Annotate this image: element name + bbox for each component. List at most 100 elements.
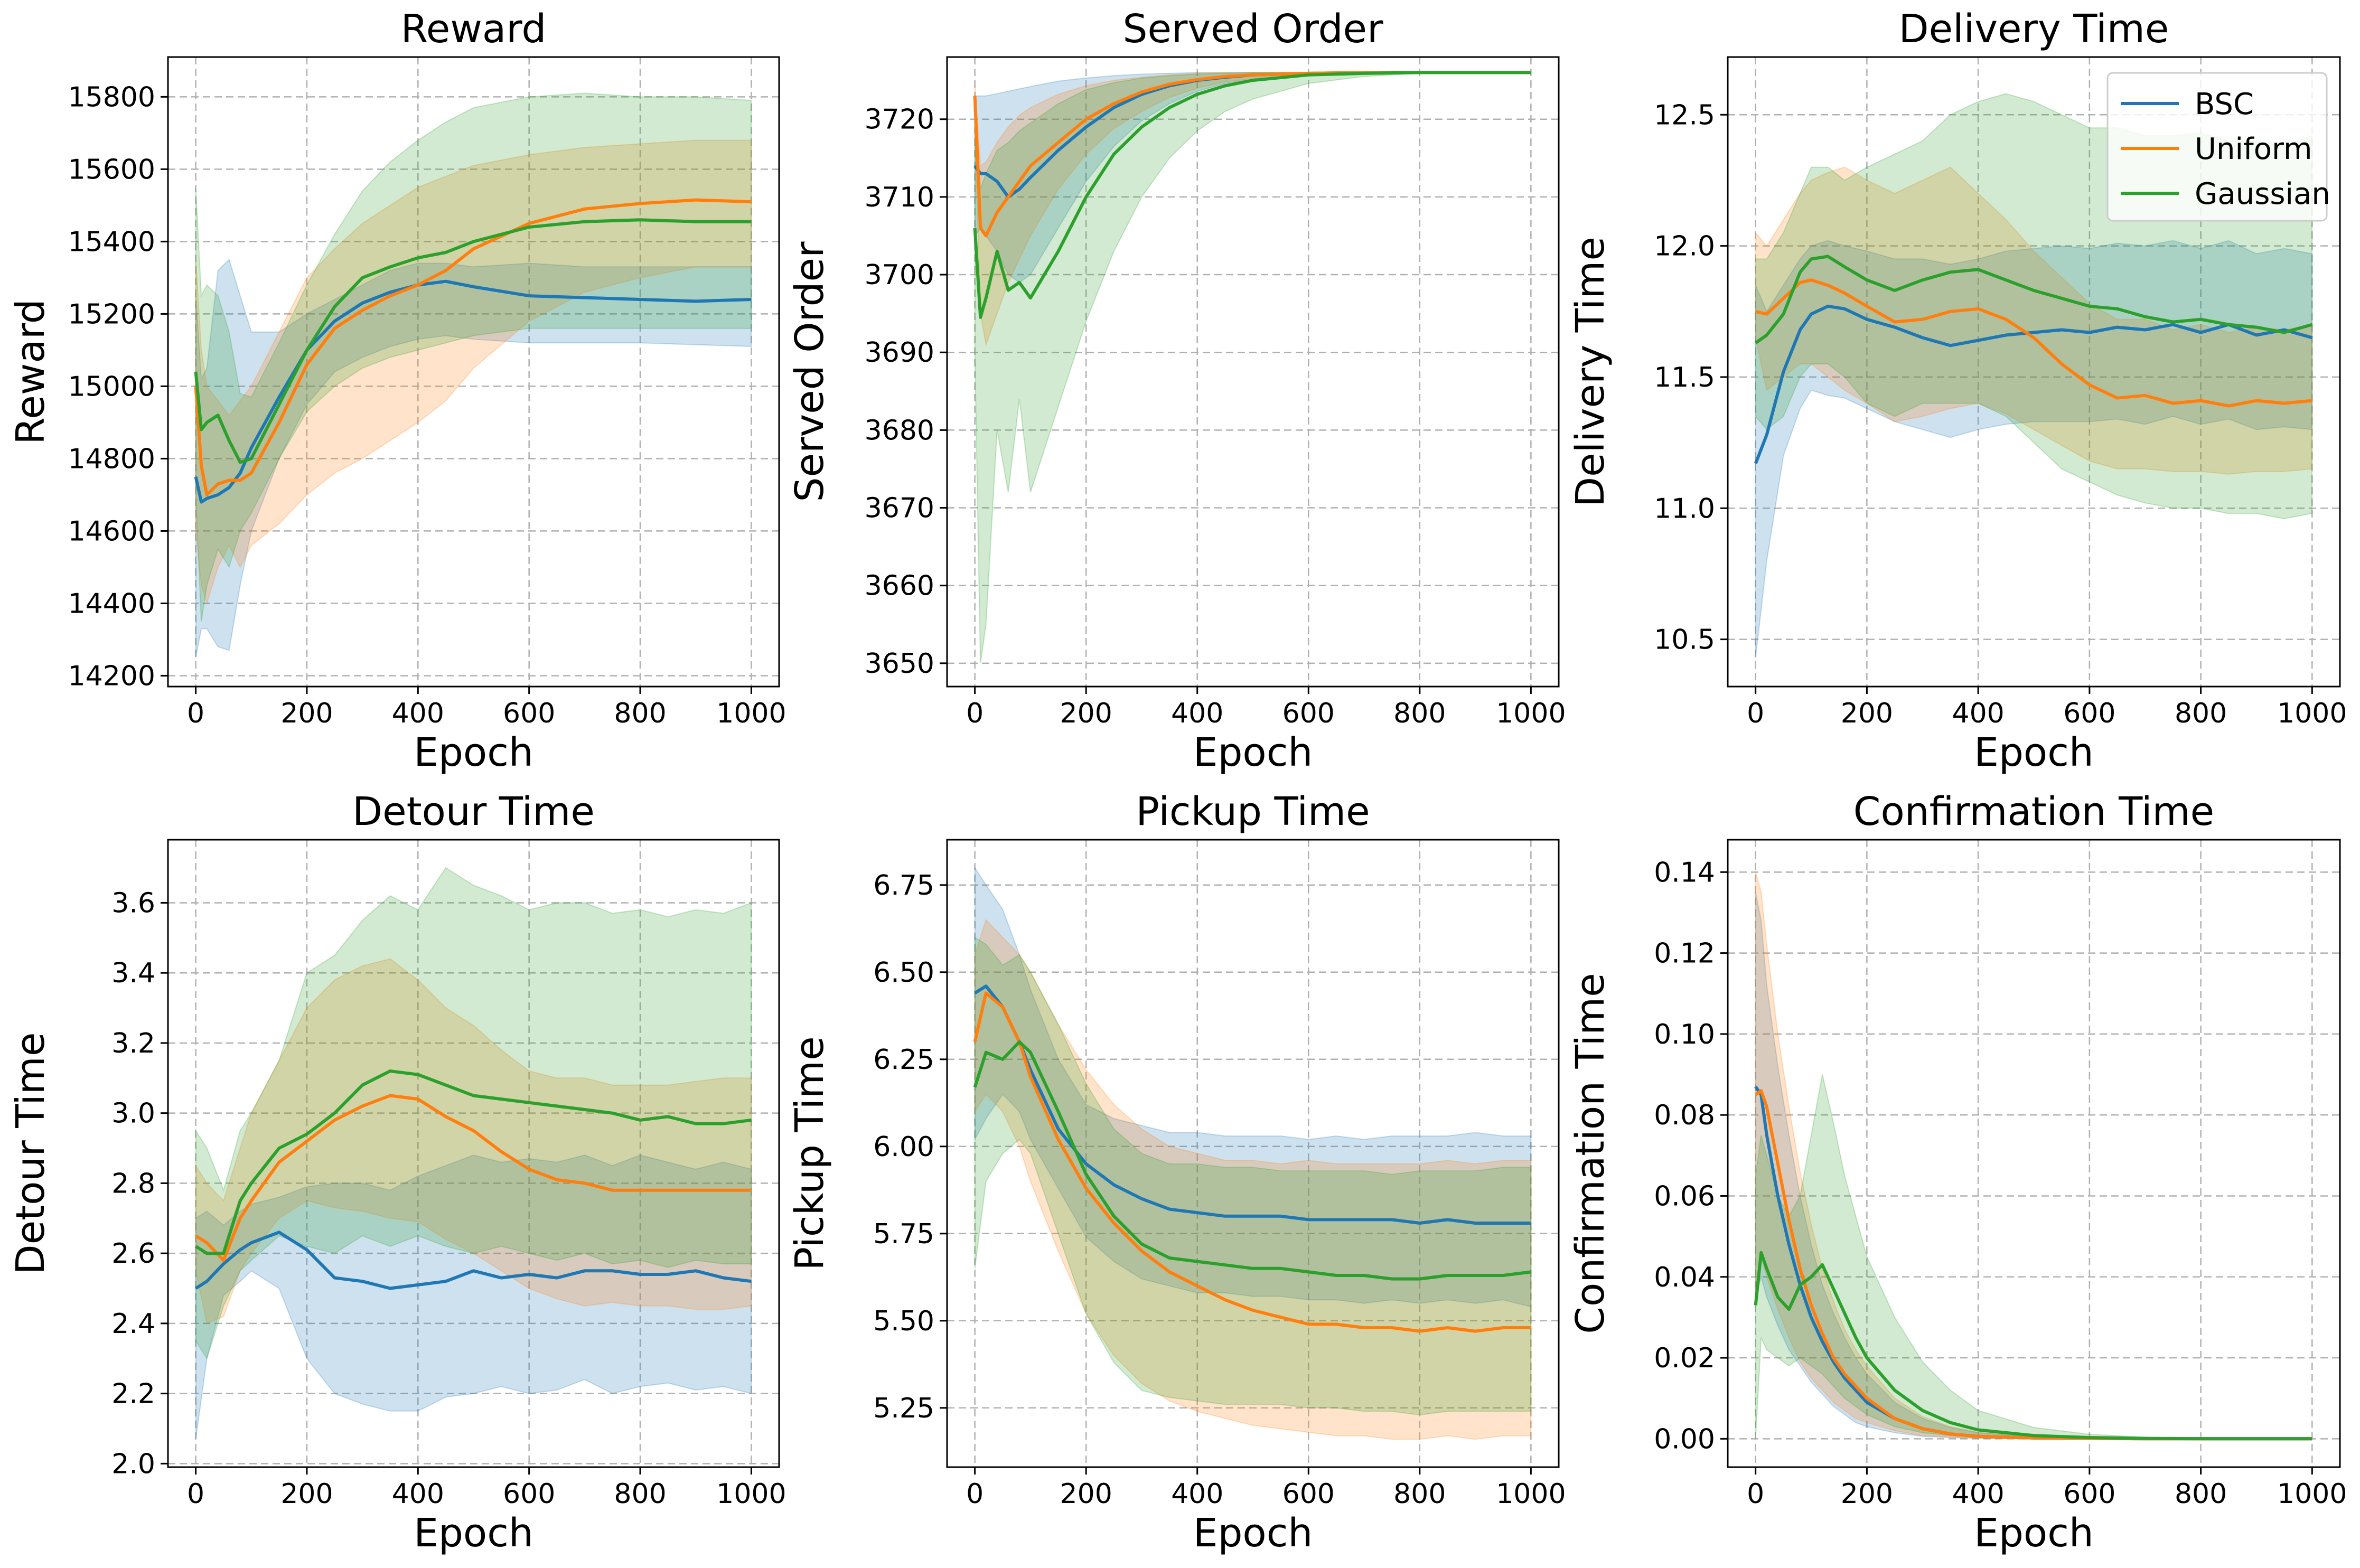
x-tick-label: 0 bbox=[1747, 1478, 1764, 1510]
y-tick-label: 0.06 bbox=[1654, 1180, 1715, 1212]
band-gaussian bbox=[195, 867, 752, 1360]
x-axis-label: Epoch bbox=[1193, 1510, 1313, 1556]
x-tick-label: 1000 bbox=[716, 1478, 786, 1510]
y-tick-label: 3710 bbox=[865, 182, 934, 213]
y-tick-label: 0.02 bbox=[1654, 1342, 1715, 1374]
axes-frame bbox=[946, 839, 1560, 1468]
band-bsc bbox=[974, 866, 1532, 1308]
axes-frame bbox=[946, 56, 1560, 688]
x-tick-label: 200 bbox=[1060, 1478, 1112, 1510]
y-tick-label: 6.25 bbox=[873, 1044, 934, 1076]
x-tick-label: 400 bbox=[1171, 698, 1223, 729]
y-tick-label: 3650 bbox=[865, 648, 934, 680]
x-axis-label: Epoch bbox=[1974, 730, 2094, 775]
y-tick-label: 3700 bbox=[865, 259, 934, 291]
y-tick-label: 3680 bbox=[865, 415, 934, 446]
x-tick-label: 800 bbox=[614, 1478, 666, 1510]
axes-frame bbox=[167, 839, 780, 1468]
x-tick-label: 200 bbox=[280, 698, 333, 729]
x-tick-label: 400 bbox=[1952, 698, 2005, 729]
band-gaussian bbox=[195, 92, 752, 622]
line-bsc bbox=[194, 1231, 752, 1290]
x-tick-label: 600 bbox=[2063, 698, 2115, 729]
line-uniform bbox=[194, 198, 752, 496]
y-tick-label: 2.6 bbox=[111, 1238, 155, 1270]
x-tick-label: 400 bbox=[1952, 1478, 2005, 1510]
x-tick-label: 1000 bbox=[1496, 698, 1566, 729]
legend: BSC Uniform Gaussian bbox=[2106, 72, 2330, 222]
x-tick-label: 1000 bbox=[716, 698, 786, 729]
subplot-title: Confirmation Time bbox=[1853, 789, 2214, 834]
band-gaussian bbox=[974, 72, 1531, 664]
x-tick-label: 1000 bbox=[1496, 1478, 1566, 1510]
y-tick-label: 0.00 bbox=[1654, 1423, 1715, 1455]
x-tick-label: 200 bbox=[1060, 698, 1112, 729]
y-tick-label: 2.4 bbox=[111, 1308, 155, 1340]
y-axis-label: Served Order bbox=[787, 241, 832, 502]
y-axis-label: Detour Time bbox=[8, 1032, 53, 1275]
line-uniform bbox=[973, 991, 1531, 1333]
x-tick-label: 800 bbox=[1393, 698, 1446, 729]
line-bsc bbox=[194, 279, 752, 504]
x-tick-label: 600 bbox=[2063, 1478, 2115, 1510]
y-tick-label: 3670 bbox=[865, 493, 934, 524]
y-tick-label: 2.2 bbox=[111, 1378, 155, 1410]
y-tick-label: 3720 bbox=[865, 104, 934, 136]
subplot-reward: 0 200 400 600 800 1000 14200 14400 14600 14800 150… bbox=[8, 6, 786, 775]
x-tick-label: 0 bbox=[966, 1478, 984, 1510]
y-axis-label: Delivery Time bbox=[1568, 237, 1613, 507]
x-axis-label: Epoch bbox=[1193, 730, 1313, 775]
y-tick-label: 14200 bbox=[68, 660, 155, 692]
y-tick-label: 15200 bbox=[68, 298, 155, 330]
x-axis-label: Epoch bbox=[414, 730, 533, 775]
band-gaussian bbox=[974, 936, 1532, 1416]
y-tick-label: 2.0 bbox=[111, 1448, 155, 1480]
y-tick-label: 0.08 bbox=[1654, 1100, 1715, 1131]
x-tick-label: 200 bbox=[280, 1478, 333, 1510]
x-tick-label: 0 bbox=[1747, 698, 1764, 729]
subplot-confirmation-time: 0 200 400 600 800 1000 0.00 0.02 0.04 0.06 0.08 0.1… bbox=[1568, 789, 2347, 1556]
x-tick-label: 600 bbox=[1282, 698, 1335, 729]
y-tick-label: 3690 bbox=[865, 337, 934, 369]
x-tick-label: 1000 bbox=[2277, 1478, 2347, 1510]
y-tick-label: 15800 bbox=[68, 81, 155, 113]
x-tick-label: 400 bbox=[1171, 1478, 1223, 1510]
x-axis-label: Epoch bbox=[1974, 1510, 2094, 1556]
x-tick-label: 600 bbox=[1282, 1478, 1335, 1510]
subplot-pickup-time: 0 200 400 600 800 1000 5.25 5.50 5.75 6.00 6.25 6.5… bbox=[787, 789, 1566, 1556]
subplot-served-order: 0 200 400 600 800 1000 3650 3660 3670 3680 3690 370… bbox=[787, 6, 1566, 775]
axes-frame bbox=[167, 56, 780, 688]
y-tick-label: 3660 bbox=[865, 570, 934, 602]
band-bsc bbox=[195, 258, 752, 658]
line-uniform bbox=[1755, 278, 2312, 408]
y-tick-label: 2.8 bbox=[111, 1168, 155, 1199]
y-tick-label: 0.10 bbox=[1654, 1019, 1715, 1050]
y-tick-label: 14400 bbox=[68, 588, 155, 619]
line-gaussian bbox=[1754, 1251, 2312, 1441]
x-tick-label: 200 bbox=[1841, 1478, 1893, 1510]
x-tick-label: 0 bbox=[966, 698, 984, 729]
y-tick-label: 12.5 bbox=[1654, 99, 1715, 131]
y-tick-label: 6.75 bbox=[873, 870, 934, 902]
y-axis-label: Confirmation Time bbox=[1568, 973, 1613, 1334]
x-tick-label: 0 bbox=[187, 1478, 204, 1510]
line-gaussian bbox=[973, 71, 1531, 319]
x-tick-label: 400 bbox=[392, 1478, 444, 1510]
y-tick-label: 3.6 bbox=[111, 887, 155, 919]
axes-frame bbox=[1727, 56, 2341, 688]
y-tick-label: 3.0 bbox=[111, 1098, 155, 1130]
y-tick-label: 12.0 bbox=[1654, 231, 1715, 262]
line-uniform bbox=[195, 1094, 752, 1262]
y-tick-label: 0.14 bbox=[1654, 857, 1715, 888]
subplot-title: Served Order bbox=[1122, 6, 1383, 52]
band-uniform bbox=[195, 139, 752, 605]
x-tick-label: 800 bbox=[614, 698, 666, 729]
x-tick-label: 0 bbox=[187, 698, 204, 729]
y-tick-label: 0.04 bbox=[1654, 1262, 1715, 1293]
subplot-title: Pickup Time bbox=[1136, 789, 1370, 834]
subplot-delivery-time: 0 200 400 600 800 1000 10.5 11.0 11.5 12.0 12.5 Del… bbox=[1568, 6, 2347, 775]
line-gaussian bbox=[194, 1069, 752, 1255]
y-tick-label: 10.5 bbox=[1654, 624, 1715, 656]
y-tick-label: 3.2 bbox=[111, 1028, 155, 1059]
